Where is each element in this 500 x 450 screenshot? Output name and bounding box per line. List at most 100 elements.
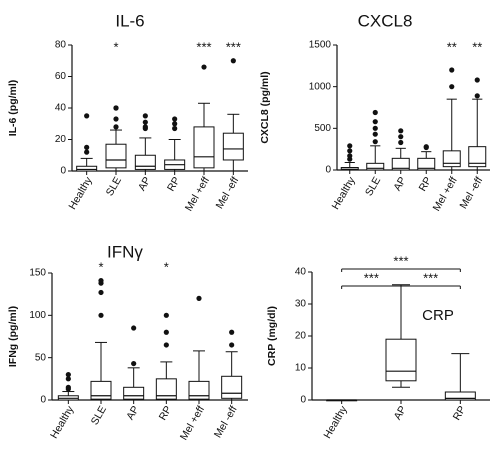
x-tick-label: Mel -eff xyxy=(457,175,485,211)
significance-label: * xyxy=(98,259,103,274)
outlier-point xyxy=(230,58,236,64)
x-tick-label: Healthy xyxy=(321,403,350,440)
box-iqr xyxy=(155,378,177,400)
x-tick-label: SLE xyxy=(104,175,124,198)
chart-title: CXCL8 xyxy=(358,11,413,30)
x-tick-label: AP xyxy=(391,175,408,193)
box-rp xyxy=(164,116,186,172)
outlier-point xyxy=(142,113,148,119)
bracket-label: *** xyxy=(364,270,379,285)
chart-title: IFNγ xyxy=(107,242,143,261)
y-tick-label: 50 xyxy=(35,352,47,363)
x-tick-label: AP xyxy=(392,404,409,422)
x-tick-label: Mel +eff xyxy=(431,175,460,214)
box-healthy xyxy=(340,143,359,171)
bracket-label: *** xyxy=(393,253,408,268)
outlier-point xyxy=(84,144,90,150)
box-iqr xyxy=(123,386,145,400)
outlier-point xyxy=(163,329,169,335)
y-tick-label: 20 xyxy=(295,331,307,342)
outlier-point xyxy=(398,128,404,134)
box-iqr xyxy=(105,143,127,169)
y-tick-label: 150 xyxy=(29,268,46,279)
significance-bracket: *** xyxy=(341,253,461,272)
outlier-point xyxy=(398,139,404,146)
x-tick-label: RP xyxy=(417,175,435,194)
box-iqr xyxy=(222,132,244,161)
significance-label: ** xyxy=(447,39,457,54)
outlier-point xyxy=(372,109,378,116)
y-tick-label: 0 xyxy=(60,166,66,177)
y-tick-label: 1000 xyxy=(309,81,332,92)
outlier-point xyxy=(172,125,178,132)
outlier-point xyxy=(372,139,378,145)
y-tick-label: 40 xyxy=(55,103,67,114)
outlier-point xyxy=(131,325,137,331)
x-tick-label: AP xyxy=(136,175,153,193)
y-axis-label: CXCL8 (pg/ml) xyxy=(259,71,271,143)
x-tick-label: Mel -eff xyxy=(212,404,240,440)
outlier-point xyxy=(347,148,353,154)
outlier-point xyxy=(163,312,169,318)
outlier-point xyxy=(196,295,202,301)
box-iqr xyxy=(444,391,476,401)
box-rp xyxy=(444,353,476,401)
box-iqr xyxy=(134,154,156,170)
chart-panel-4: CRP (mg/dl) 0 10 20 30 40 Healthy AP RP *** *** ***… xyxy=(266,253,490,441)
box-healthy xyxy=(57,372,79,401)
x-tick-label: AP xyxy=(124,404,141,422)
box-healthy xyxy=(326,399,358,402)
outlier-point xyxy=(423,144,429,150)
y-tick-label: 0 xyxy=(325,165,331,176)
bracket-label: *** xyxy=(423,270,438,285)
box-ap xyxy=(385,284,417,388)
x-tick-label: Healthy xyxy=(66,174,95,211)
x-tick-label: Mel +eff xyxy=(178,404,207,443)
box-iqr xyxy=(468,146,487,168)
outlier-point xyxy=(372,125,378,131)
y-tick-label: 80 xyxy=(55,40,67,51)
outlier-point xyxy=(449,67,455,73)
y-tick-label: 30 xyxy=(295,299,307,310)
box-rp xyxy=(417,144,436,171)
x-tick-label: RP xyxy=(165,175,183,194)
outlier-point xyxy=(142,124,148,130)
box-mel-eff: *** xyxy=(193,39,215,172)
x-tick-label: Healthy xyxy=(48,403,77,440)
y-tick-label: 0 xyxy=(300,395,306,406)
box-iqr xyxy=(221,375,243,399)
outlier-point xyxy=(474,77,480,83)
outlier-point xyxy=(113,124,119,130)
box-sle: * xyxy=(90,259,112,401)
outlier-point xyxy=(229,329,235,335)
outlier-point xyxy=(84,149,90,155)
outlier-point xyxy=(201,64,207,70)
outlier-point xyxy=(113,116,119,122)
y-axis-label: IL-6 (pg/ml) xyxy=(7,80,19,137)
outlier-point xyxy=(347,153,353,159)
outlier-point xyxy=(98,289,104,296)
box-iqr xyxy=(193,126,215,169)
y-tick-label: 1500 xyxy=(309,40,332,51)
significance-label: * xyxy=(113,39,118,54)
box-mel-eff: ** xyxy=(442,39,461,171)
outlier-point xyxy=(65,372,71,378)
box-mel-eff xyxy=(221,329,243,401)
y-tick-label: 20 xyxy=(55,134,67,145)
outlier-point xyxy=(113,105,119,111)
panel-inner-label: CRP xyxy=(422,307,454,324)
box-iqr xyxy=(391,157,410,171)
significance-label: *** xyxy=(226,39,241,54)
outlier-point xyxy=(229,342,235,348)
outlier-point xyxy=(163,342,169,348)
box-mel-eff: ** xyxy=(468,39,487,171)
box-iqr xyxy=(366,162,385,171)
outlier-point xyxy=(372,131,378,137)
x-tick-label: Mel -eff xyxy=(214,175,242,211)
box-mel-eff: *** xyxy=(222,39,244,172)
significance-label: *** xyxy=(196,39,211,54)
x-tick-label: SLE xyxy=(89,404,109,427)
y-axis-label: CRP (mg/dl) xyxy=(266,306,278,366)
